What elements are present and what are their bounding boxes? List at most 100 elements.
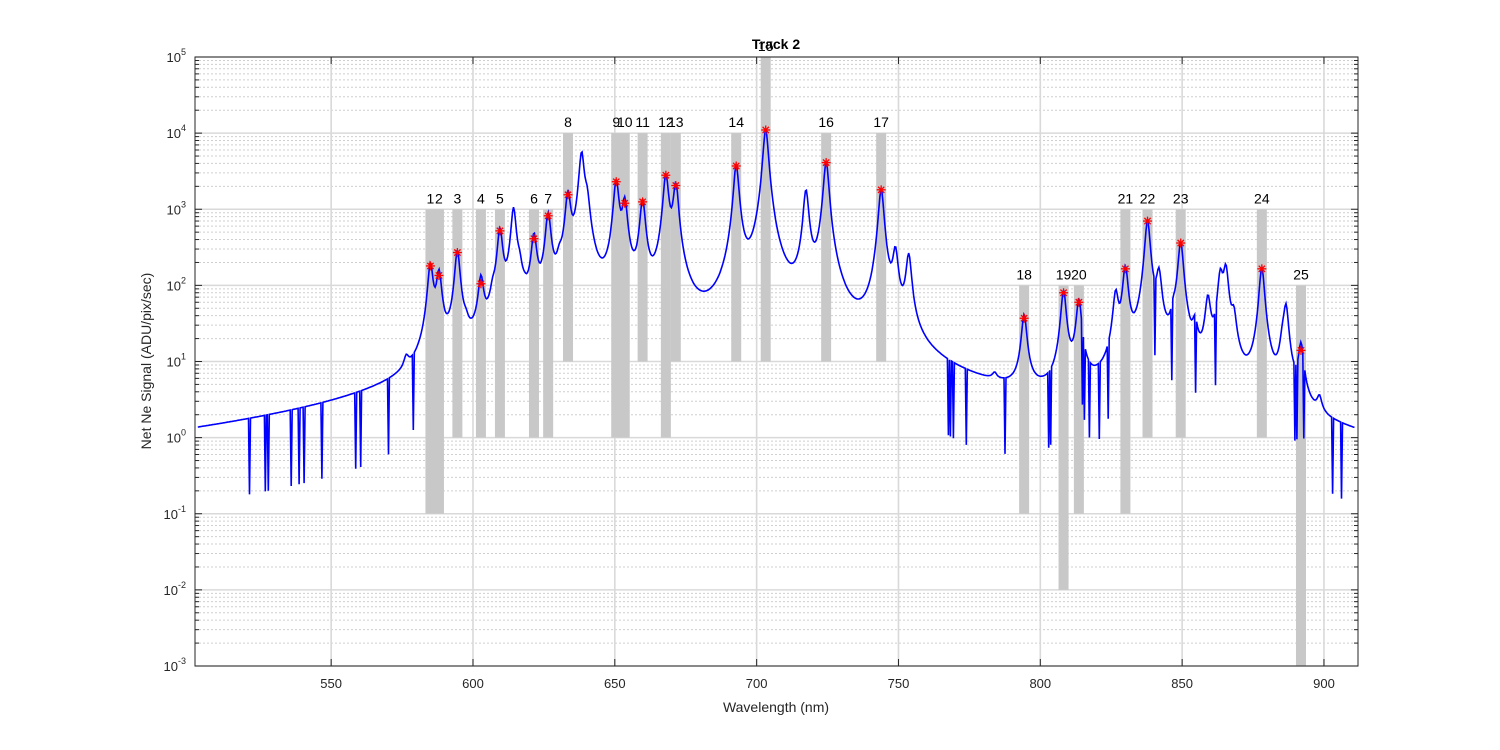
y-tick-base: 10 — [164, 583, 178, 598]
marker-stroke — [1258, 265, 1266, 273]
y-tick-label: 100 — [167, 428, 186, 446]
peak-marker — [495, 226, 505, 236]
marker-stroke — [672, 181, 680, 190]
marker-stroke — [530, 235, 538, 243]
peak-label: 21 — [1118, 190, 1134, 206]
peak-band — [452, 209, 463, 438]
peak-marker — [563, 190, 573, 200]
peak-label: 18 — [1016, 266, 1032, 282]
y-tick-base: 10 — [164, 507, 178, 522]
x-tick-label: 700 — [746, 676, 768, 691]
peak-label: 25 — [1293, 266, 1309, 282]
peak-band — [1142, 209, 1153, 438]
peak-marker — [638, 197, 648, 207]
marker-stroke — [544, 212, 552, 220]
peak-label: 8 — [564, 114, 572, 130]
x-tick-label: 800 — [1029, 676, 1051, 691]
y-tick-base: 10 — [167, 355, 181, 370]
peak-marker — [620, 198, 630, 208]
chart-title: Track 2 — [752, 36, 800, 52]
x-tick-label: 850 — [1171, 676, 1193, 691]
peak-band — [563, 133, 574, 362]
peak-label: 5 — [496, 190, 504, 206]
peak-label: 9 — [612, 114, 620, 130]
peak-label: 3 — [453, 190, 461, 206]
y-tick-exponent: 5 — [181, 47, 186, 57]
y-tick-label: 102 — [167, 275, 186, 293]
x-axis-label: Wavelength (nm) — [723, 699, 829, 715]
peak-label: 10 — [617, 114, 633, 130]
peak-marker — [425, 261, 435, 271]
peak-band — [660, 133, 671, 438]
peak-band — [611, 133, 622, 438]
spectrum-line — [197, 129, 1355, 499]
peak-marker — [1059, 288, 1069, 298]
peak-band — [1058, 285, 1069, 590]
y-tick-base: 10 — [167, 431, 181, 446]
y-tick-exponent: 3 — [181, 199, 186, 209]
peak-label: 7 — [544, 190, 552, 206]
peak-marker — [731, 161, 741, 171]
y-tick-label: 10-3 — [164, 656, 186, 674]
peak-band — [494, 209, 505, 438]
y-tick-label: 10-2 — [164, 580, 186, 598]
peak-band — [731, 133, 742, 362]
peak-band — [619, 133, 630, 438]
peak-band — [475, 209, 486, 438]
peak-marker — [761, 125, 771, 135]
x-tick-labels: 550 600 650 700 750 800 850 900 — [320, 676, 1335, 691]
marker-stroke — [639, 198, 647, 206]
marker-stroke — [877, 186, 885, 194]
peak-marker — [1143, 216, 1153, 226]
peak-band — [543, 209, 554, 438]
peak-marker — [1176, 238, 1186, 248]
peak-label: 12 — [658, 114, 674, 130]
y-tick-exponent: -3 — [178, 656, 186, 666]
peak-marker — [661, 170, 671, 180]
marker-stroke — [1121, 265, 1130, 273]
peak-label: 4 — [477, 190, 485, 206]
marker-stroke — [1297, 346, 1305, 354]
peak-marker — [671, 181, 681, 191]
peak-label: 24 — [1254, 190, 1270, 206]
peak-label: 2 — [435, 190, 443, 206]
y-tick-base: 10 — [164, 659, 178, 674]
peak-label: 20 — [1071, 266, 1087, 282]
y-tick-label: 101 — [167, 352, 186, 370]
y-tick-exponent: -2 — [178, 580, 186, 590]
peak-band — [425, 209, 436, 514]
peak-bands — [425, 57, 1306, 666]
x-tick-label: 750 — [888, 676, 910, 691]
x-tick-label: 600 — [462, 676, 484, 691]
y-tick-label: 10-1 — [164, 504, 186, 522]
peak-label: 22 — [1140, 190, 1156, 206]
marker-stroke — [564, 191, 572, 199]
marker-stroke — [435, 271, 443, 280]
y-tick-base: 10 — [167, 202, 181, 217]
peak-band — [670, 133, 681, 362]
peak-marker — [1257, 264, 1267, 274]
peak-band — [1175, 209, 1186, 438]
marker-stroke — [1059, 289, 1068, 297]
peak-marker — [1074, 297, 1084, 307]
peak-band — [528, 209, 539, 438]
y-tick-base: 10 — [167, 278, 181, 293]
peak-markers — [425, 125, 1306, 355]
y-tick-exponent: 2 — [181, 275, 186, 285]
marker-stroke — [822, 158, 830, 167]
peak-marker — [452, 248, 462, 258]
marker-stroke — [453, 248, 461, 257]
peak-band — [433, 209, 444, 514]
peak-band — [1073, 285, 1084, 514]
y-tick-label: 104 — [167, 123, 186, 141]
peak-label: 6 — [530, 190, 538, 206]
peak-marker — [1296, 345, 1306, 355]
marker-stroke — [1020, 314, 1028, 322]
peak-band — [760, 57, 771, 362]
peak-marker — [434, 270, 444, 280]
y-tick-base: 10 — [167, 126, 181, 141]
peak-marker — [543, 211, 553, 221]
peak-marker — [1019, 313, 1029, 323]
